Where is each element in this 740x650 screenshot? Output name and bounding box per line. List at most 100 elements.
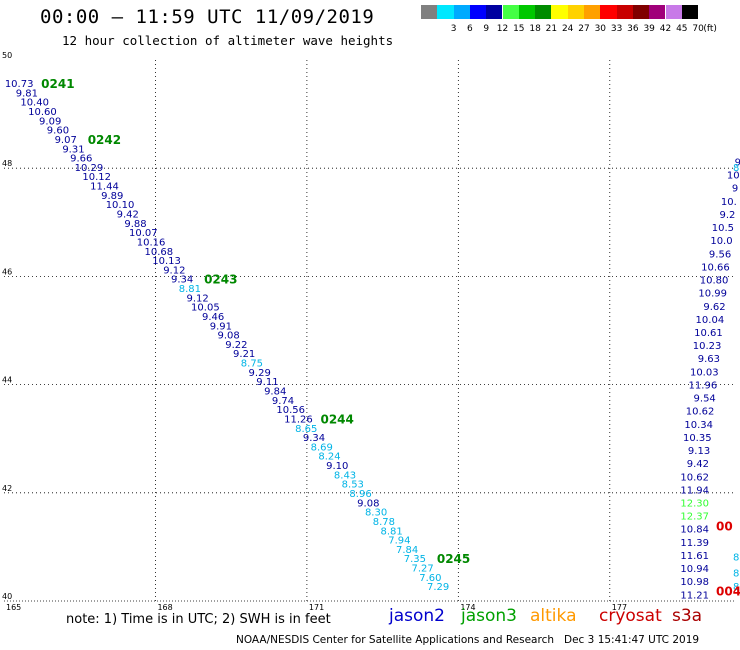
wave-height-label: 9.11	[256, 377, 278, 388]
wave-height-label: 9.46	[202, 312, 224, 323]
wave-height-label: 8.69	[311, 442, 333, 453]
wave-height-label: 10.16	[137, 237, 166, 248]
wave-height-label: 12.37	[680, 512, 709, 523]
wave-height-label: 8.65	[295, 424, 317, 435]
wave-height-label: 9.34	[303, 433, 325, 444]
legend-label: 42	[659, 24, 672, 34]
wave-height-label: 11.26	[284, 414, 313, 425]
wave-height-label: 10.04	[696, 315, 725, 326]
wave-height-label: 9.42	[687, 459, 709, 470]
legend-jason2: jason2	[389, 606, 445, 626]
footer-note: note: 1) Time is in UTC; 2) SWH is in fe…	[66, 612, 331, 627]
legend-label: 18	[529, 24, 541, 34]
wave-height-label: 9.84	[264, 387, 286, 398]
wave-height-label: 8.75	[241, 359, 263, 370]
legend-label: 33	[610, 24, 623, 34]
y-tick-label: 42	[2, 484, 12, 493]
wave-height-label: 9.13	[688, 446, 710, 457]
wave-height-label: 10.05	[191, 303, 220, 314]
legend-s3a: s3a	[672, 606, 703, 626]
wave-height-label: 8.96	[349, 489, 371, 500]
wave-height-label: 10.68	[144, 247, 173, 258]
legend-swatch	[421, 5, 438, 19]
wave-height-label: 9.62	[703, 302, 725, 313]
y-tick-label: 46	[2, 267, 12, 276]
wave-height-label: 8.78	[373, 517, 395, 528]
wave-height-label: 9.22	[225, 340, 247, 351]
wave-height-label: 10.35	[683, 433, 712, 444]
legend-label: 30	[594, 24, 607, 34]
legend-label: 36	[627, 24, 639, 34]
wave-height-label: 8	[733, 163, 739, 174]
wave-height-label: 10.5	[712, 223, 734, 234]
legend-label: 27	[578, 24, 590, 34]
legend-swatch	[551, 5, 568, 19]
legend-swatch	[649, 5, 666, 19]
pass-time-label: 0241	[41, 77, 74, 91]
wave-height-label: 10.56	[276, 405, 305, 416]
wave-height-label: 10.29	[75, 163, 104, 174]
wave-height-label: 9	[732, 184, 738, 195]
pass-time-label: 0243	[204, 273, 237, 287]
legend-label: 9	[483, 24, 490, 34]
wave-height-label: 9.2	[719, 210, 735, 221]
legend-swatch	[469, 5, 487, 19]
wave-height-label: 9.08	[218, 331, 240, 342]
wave-height-label: 9.12	[163, 265, 185, 276]
wave-height-label: 7.94	[388, 536, 410, 547]
wave-height-label: 7.29	[427, 582, 449, 593]
wave-height-label: 10.99	[698, 289, 727, 300]
wave-height-label: 10.60	[28, 107, 57, 118]
wave-height-label: 10.03	[690, 367, 719, 378]
legend-cryosat: cryosat	[599, 606, 662, 626]
wave-height-label: 10.40	[20, 98, 49, 109]
pass-time-label: 0245	[437, 552, 470, 566]
wave-height-label: 9.10	[326, 461, 348, 472]
wave-height-label: 9.09	[39, 116, 61, 127]
wave-height-label: 10.	[721, 197, 737, 208]
wave-height-label: 7.60	[419, 573, 441, 584]
wave-height-label: 10.80	[700, 276, 729, 287]
wave-height-label: 10.34	[684, 420, 713, 431]
wave-height-label: 9.07	[55, 135, 77, 146]
wave-height-label: 8.81	[179, 284, 201, 295]
wave-height-label: 10.10	[106, 200, 135, 211]
wave-height-label: 10.98	[680, 577, 709, 588]
wave-height-label: 9.21	[233, 349, 255, 360]
legend-label: 15	[513, 24, 525, 34]
legend-swatch	[453, 5, 470, 19]
wave-height-label: 10.62	[686, 407, 715, 418]
wave-height-label: 9.91	[210, 321, 232, 332]
wave-height-label: 11.21	[680, 590, 709, 601]
pass-time-label: 00	[716, 520, 733, 534]
wave-height-label: 8	[733, 569, 739, 580]
legend-label: 3	[450, 24, 457, 34]
legend-swatch	[535, 5, 552, 19]
y-tick-label: 50	[2, 51, 12, 60]
wave-height-label: 8.81	[380, 526, 402, 537]
legend-swatch	[502, 5, 519, 19]
wave-height-label: 11.94	[680, 485, 709, 496]
wave-height-label: 11.39	[680, 538, 709, 549]
wave-height-label: 8.24	[318, 452, 340, 463]
legend-label: 6	[467, 24, 473, 34]
legend-jason3: jason3	[461, 606, 517, 626]
wave-height-label: 10.23	[693, 341, 722, 352]
legend-swatch	[681, 5, 699, 19]
wave-height-label: 10	[727, 171, 740, 182]
legend-label: 39	[643, 24, 655, 34]
legend-swatch	[584, 5, 601, 19]
wave-height-label: 11.44	[90, 182, 119, 193]
pass-time-label: 0244	[320, 412, 353, 426]
wave-height-label: 9.56	[709, 249, 731, 260]
legend-label: 21	[545, 24, 558, 34]
wave-height-label: 10.66	[701, 262, 730, 273]
wave-height-label: 9.54	[694, 394, 716, 405]
wave-height-label: 8	[733, 552, 739, 563]
wave-height-label: 10.0	[710, 236, 732, 247]
chart-subtitle: 12 hour collection of altimeter wave hei…	[62, 33, 394, 48]
wave-height-label: 8.53	[342, 480, 364, 491]
credit-text: NOAA/NESDIS Center for Satellite Applica…	[236, 634, 554, 646]
